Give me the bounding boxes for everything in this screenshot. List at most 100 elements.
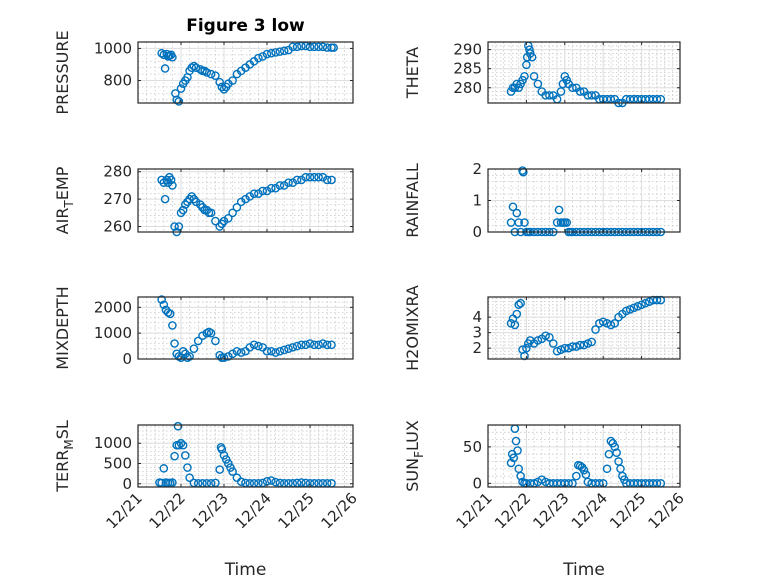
- data-point: [249, 340, 259, 350]
- data-point: [258, 186, 268, 196]
- data-point: [305, 172, 315, 182]
- y-tick-label: 3: [472, 324, 482, 342]
- data-point: [173, 421, 183, 431]
- y-axis-label: PRESSURE: [53, 30, 72, 114]
- data-point: [583, 339, 593, 348]
- x-tick-label: 12/25: [275, 489, 318, 532]
- data-point: [176, 84, 186, 93]
- data-point: [228, 467, 237, 476]
- y-tick-label: 2: [472, 160, 482, 178]
- data-point: [545, 91, 554, 100]
- data-point: [637, 300, 646, 310]
- data-point: [512, 309, 522, 319]
- data-point: [309, 172, 319, 182]
- data-point: [610, 319, 620, 328]
- data-point: [178, 205, 188, 215]
- data-point: [271, 183, 280, 193]
- y-tick-label: 2: [472, 339, 482, 357]
- data-point: [529, 72, 539, 81]
- y-axis-label: H2OMIXRA: [403, 285, 422, 371]
- x-axis-label: Time: [562, 560, 605, 580]
- data-point: [174, 440, 184, 450]
- data-point: [206, 328, 216, 338]
- data-point: [223, 352, 233, 361]
- data-point: [572, 342, 581, 351]
- y-tick-label: 290: [453, 41, 482, 59]
- x-tick-label: 12/23: [189, 489, 232, 532]
- data-point: [266, 346, 276, 356]
- data-point: [575, 340, 585, 350]
- x-tick-label: 12/23: [529, 489, 572, 532]
- data-point: [228, 208, 237, 218]
- y-axis-label: AIRTEMP: [53, 166, 76, 234]
- data-point: [191, 197, 201, 207]
- x-tick-label: 12/22: [146, 489, 189, 532]
- data-point: [166, 175, 176, 185]
- data-point: [288, 178, 298, 187]
- data-point: [541, 331, 550, 341]
- y-tick-label: 500: [103, 454, 132, 472]
- data-point: [506, 319, 516, 328]
- data-point: [284, 178, 293, 187]
- data-point: [219, 85, 229, 94]
- subplot-h2omixra: 234 H2OMIXRA: [403, 285, 681, 371]
- data-point: [314, 172, 323, 182]
- data-point: [568, 342, 577, 351]
- data-point: [165, 309, 175, 319]
- subplot-rainfall: 0 1 2 RAINFALL: [403, 160, 681, 241]
- data-point: [170, 339, 179, 348]
- data-point: [583, 477, 593, 487]
- data-point: [541, 477, 550, 487]
- data-point: [556, 87, 566, 96]
- data-point: [556, 345, 566, 355]
- data-point: [236, 348, 246, 357]
- axes-box: [487, 41, 681, 104]
- data-point: [266, 48, 276, 58]
- data-point: [275, 47, 285, 56]
- data-point: [309, 340, 319, 350]
- y-tick-label: 280: [103, 163, 132, 181]
- y-tick-label: 1000: [94, 39, 132, 57]
- data-point: [275, 346, 285, 356]
- y-tick-label: 50: [463, 438, 482, 456]
- data-point: [612, 448, 621, 458]
- data-point: [221, 455, 231, 464]
- data-point: [327, 340, 336, 350]
- data-point: [183, 463, 192, 472]
- y-tick-label: 1000: [94, 434, 132, 452]
- data-point: [575, 87, 585, 96]
- data-point: [568, 83, 577, 93]
- data-point: [512, 208, 522, 218]
- data-point: [314, 42, 323, 52]
- y-tick-label: 280: [453, 79, 482, 97]
- data-point: [510, 320, 520, 330]
- data-point: [520, 218, 529, 227]
- data-point: [301, 340, 311, 350]
- data-point: [292, 175, 302, 185]
- data-point: [579, 340, 589, 350]
- data-point: [249, 189, 259, 198]
- data-point: [223, 214, 233, 223]
- data-point: [219, 451, 229, 460]
- x-tick-label: 12/24: [568, 489, 611, 532]
- data-point: [262, 49, 272, 59]
- figure-title: Figure 3 low: [186, 16, 305, 36]
- data-point: [271, 477, 280, 487]
- y-tick-label: 0: [472, 474, 482, 492]
- x-tick-label: 12/26: [318, 489, 361, 532]
- data-point: [215, 465, 224, 474]
- data-point: [510, 424, 520, 433]
- y-tick-label: 260: [103, 218, 132, 236]
- data-point: [301, 172, 311, 182]
- axes-box: [137, 41, 354, 104]
- y-tick-label: 4: [472, 308, 482, 326]
- data-point: [159, 300, 169, 310]
- y-axis-label: RAINFALL: [403, 163, 422, 238]
- data-point: [520, 72, 529, 81]
- data-point: [314, 340, 323, 350]
- data-point: [279, 46, 289, 56]
- data-point: [305, 339, 315, 348]
- data-point: [554, 205, 564, 215]
- data-point: [513, 446, 522, 455]
